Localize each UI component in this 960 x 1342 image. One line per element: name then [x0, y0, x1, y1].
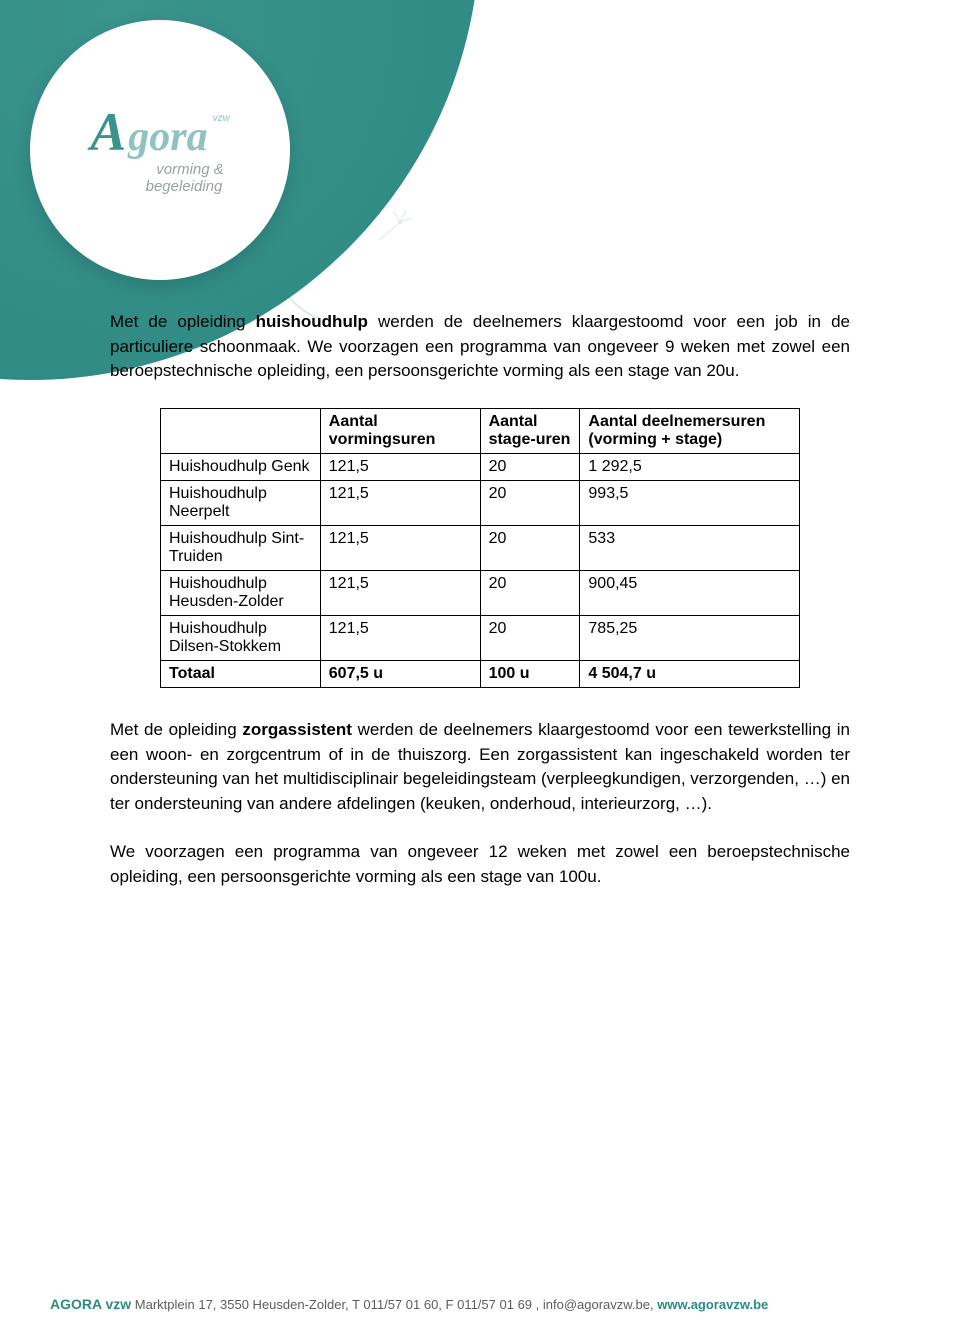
cell-total-vormingsuren: 607,5 u	[320, 660, 480, 687]
cell-stageuren: 20	[480, 480, 580, 525]
main-content: Met de opleiding huishoudhulp werden de …	[110, 310, 850, 914]
cell-location: Huishoudhulp Heusden-Zolder	[161, 570, 321, 615]
logo-rest: gora	[128, 116, 207, 158]
cell-vormingsuren: 121,5	[320, 615, 480, 660]
cell-deelnemersuren: 533	[580, 525, 800, 570]
table-row: Huishoudhulp Sint-Truiden 121,5 20 533	[161, 525, 800, 570]
cell-location: Huishoudhulp Dilsen-Stokkem	[161, 615, 321, 660]
para1-pre: Met de opleiding	[110, 312, 256, 331]
paragraph-huishoudhulp: Met de opleiding huishoudhulp werden de …	[110, 310, 850, 384]
footer-address: Marktplein 17, 3550 Heusden-Zolder, T 01…	[131, 1297, 657, 1312]
cell-stageuren: 20	[480, 525, 580, 570]
para1-bold: huishoudhulp	[256, 312, 368, 331]
cell-total-label: Totaal	[161, 660, 321, 687]
table-header-row: Aantal vormingsuren Aantal stage-uren Aa…	[161, 408, 800, 453]
footer-website: www.agoravzw.be	[657, 1297, 768, 1312]
cell-vormingsuren: 121,5	[320, 570, 480, 615]
logo-vzw: vzw	[213, 113, 230, 124]
logo-subtitle-2: begeleiding	[146, 178, 223, 195]
logo-letter-a: A	[90, 105, 126, 159]
cell-total-deelnemersuren: 4 504,7 u	[580, 660, 800, 687]
table-row: Huishoudhulp Heusden-Zolder 121,5 20 900…	[161, 570, 800, 615]
th-stageuren: Aantal stage-uren	[480, 408, 580, 453]
paragraph-programma: We voorzagen een programma van ongeveer …	[110, 840, 850, 889]
paragraph-zorgassistent: Met de opleiding zorgassistent werden de…	[110, 718, 850, 817]
training-table: Aantal vormingsuren Aantal stage-uren Aa…	[160, 408, 800, 688]
th-deelnemersuren: Aantal deelnemersuren (vorming + stage)	[580, 408, 800, 453]
para2-pre: Met de opleiding	[110, 720, 242, 739]
th-blank	[161, 408, 321, 453]
cell-location: Huishoudhulp Genk	[161, 453, 321, 480]
cell-location: Huishoudhulp Neerpelt	[161, 480, 321, 525]
th-vormingsuren: Aantal vormingsuren	[320, 408, 480, 453]
cell-deelnemersuren: 993,5	[580, 480, 800, 525]
cell-deelnemersuren: 900,45	[580, 570, 800, 615]
logo-subtitle-1: vorming &	[156, 161, 224, 178]
para2-bold: zorgassistent	[242, 720, 352, 739]
cell-stageuren: 20	[480, 453, 580, 480]
logo-wordmark: A gora vzw	[90, 105, 230, 159]
footer-brand: AGORA vzw	[50, 1296, 131, 1312]
cell-location: Huishoudhulp Sint-Truiden	[161, 525, 321, 570]
cell-vormingsuren: 121,5	[320, 525, 480, 570]
cell-vormingsuren: 121,5	[320, 480, 480, 525]
cell-deelnemersuren: 785,25	[580, 615, 800, 660]
table-row: Huishoudhulp Dilsen-Stokkem 121,5 20 785…	[161, 615, 800, 660]
cell-vormingsuren: 121,5	[320, 453, 480, 480]
cell-stageuren: 20	[480, 570, 580, 615]
cell-stageuren: 20	[480, 615, 580, 660]
table-row: Huishoudhulp Genk 121,5 20 1 292,5	[161, 453, 800, 480]
logo-circle: A gora vzw vorming & begeleiding	[30, 20, 290, 280]
table-total-row: Totaal 607,5 u 100 u 4 504,7 u	[161, 660, 800, 687]
cell-total-stageuren: 100 u	[480, 660, 580, 687]
table-row: Huishoudhulp Neerpelt 121,5 20 993,5	[161, 480, 800, 525]
cell-deelnemersuren: 1 292,5	[580, 453, 800, 480]
page-footer: AGORA vzw Marktplein 17, 3550 Heusden-Zo…	[50, 1296, 910, 1312]
